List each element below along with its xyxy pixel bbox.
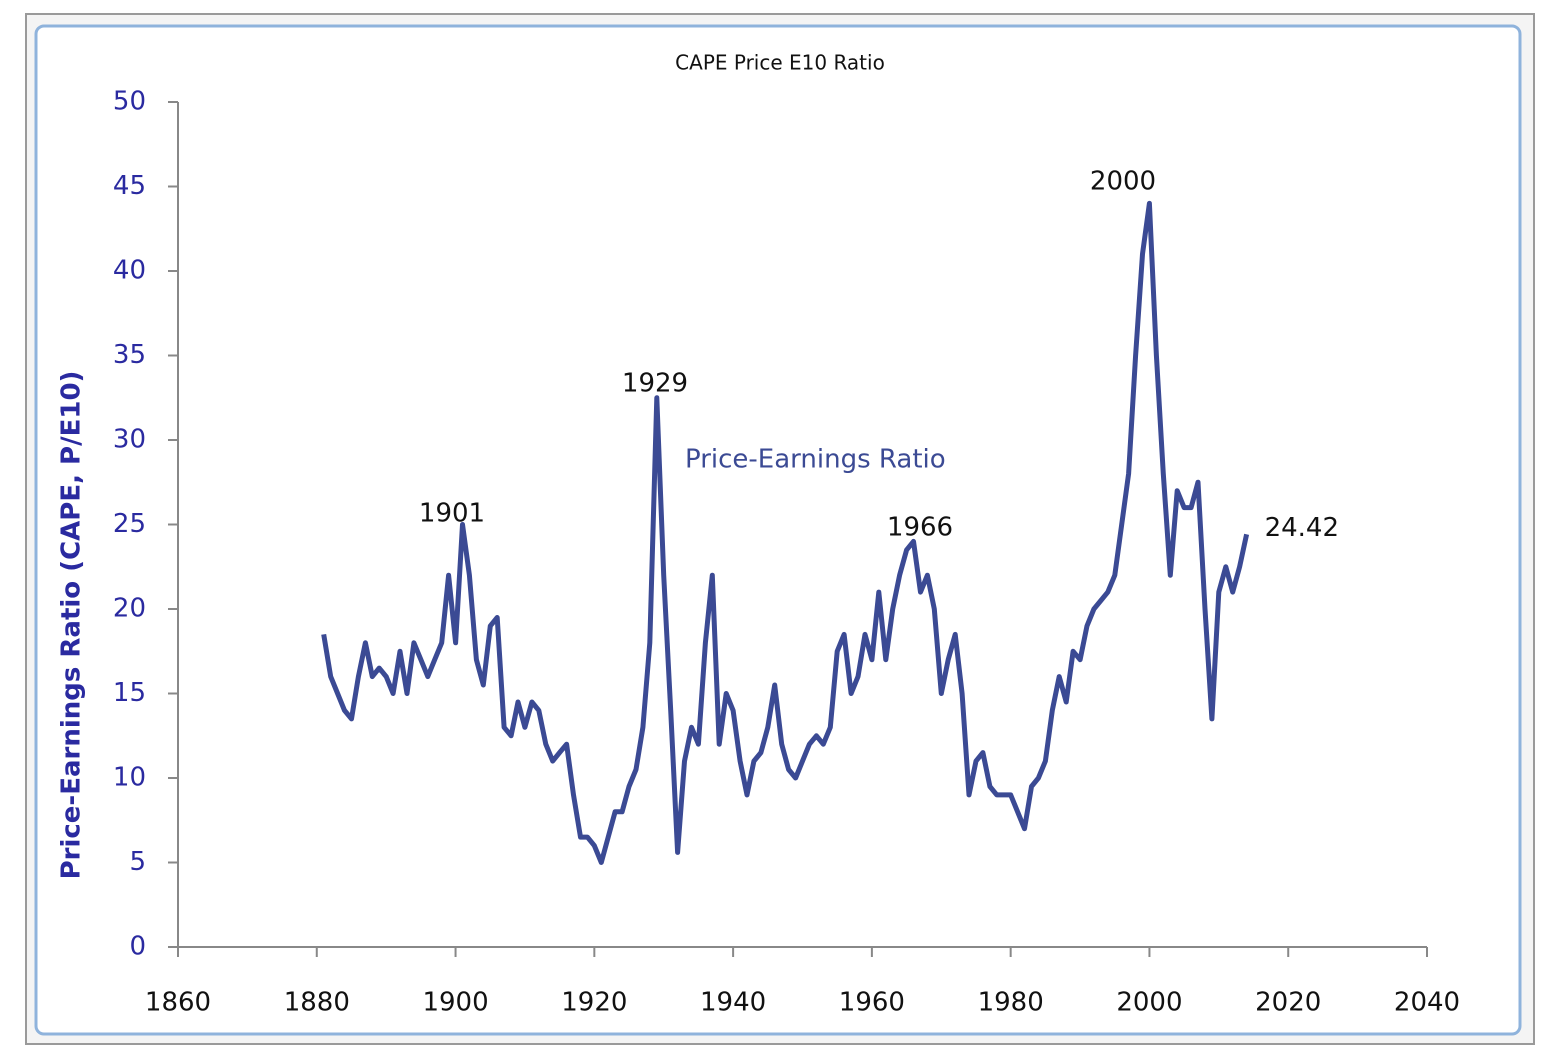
chart-title: CAPE Price E10 Ratio: [675, 51, 885, 75]
y-tick-label: 30: [113, 425, 146, 455]
series-line: [321, 200, 1250, 865]
annotation: 1929: [622, 369, 688, 399]
y-tick-label: 5: [129, 847, 146, 877]
value-label: 24.42: [1265, 513, 1339, 543]
x-tick-label: 1860: [145, 988, 211, 1018]
y-tick-label: 0: [129, 932, 146, 962]
y-tick-label: 10: [113, 763, 146, 793]
x-tick-label: 2000: [1116, 988, 1182, 1018]
annotation: 1901: [419, 499, 485, 529]
x-tick-label: 2020: [1255, 988, 1321, 1018]
chart-frame: [34, 24, 1522, 1036]
y-axis-label: Price-Earnings Ratio (CAPE, P/E10): [57, 371, 87, 880]
x-tick-label: 1940: [700, 988, 766, 1018]
series-label: Price-Earnings Ratio: [685, 445, 946, 475]
x-tick-label: 1960: [839, 988, 905, 1018]
y-tick-label: 35: [113, 340, 146, 370]
x-tick-label: 1980: [978, 988, 1044, 1018]
y-tick-label: 50: [113, 87, 146, 117]
x-tick-label: 1900: [422, 988, 488, 1018]
annotation: 1966: [887, 513, 953, 543]
x-tick-label: 1920: [561, 988, 627, 1018]
y-tick-label: 25: [113, 509, 146, 539]
y-tick-label: 40: [113, 256, 146, 286]
y-tick-label: 45: [113, 171, 146, 201]
y-tick-label: 15: [113, 678, 146, 708]
y-tick-label: 20: [113, 594, 146, 624]
x-tick-label: 1880: [284, 988, 350, 1018]
annotation: 2000: [1090, 167, 1156, 197]
x-tick-label: 2040: [1394, 988, 1460, 1018]
